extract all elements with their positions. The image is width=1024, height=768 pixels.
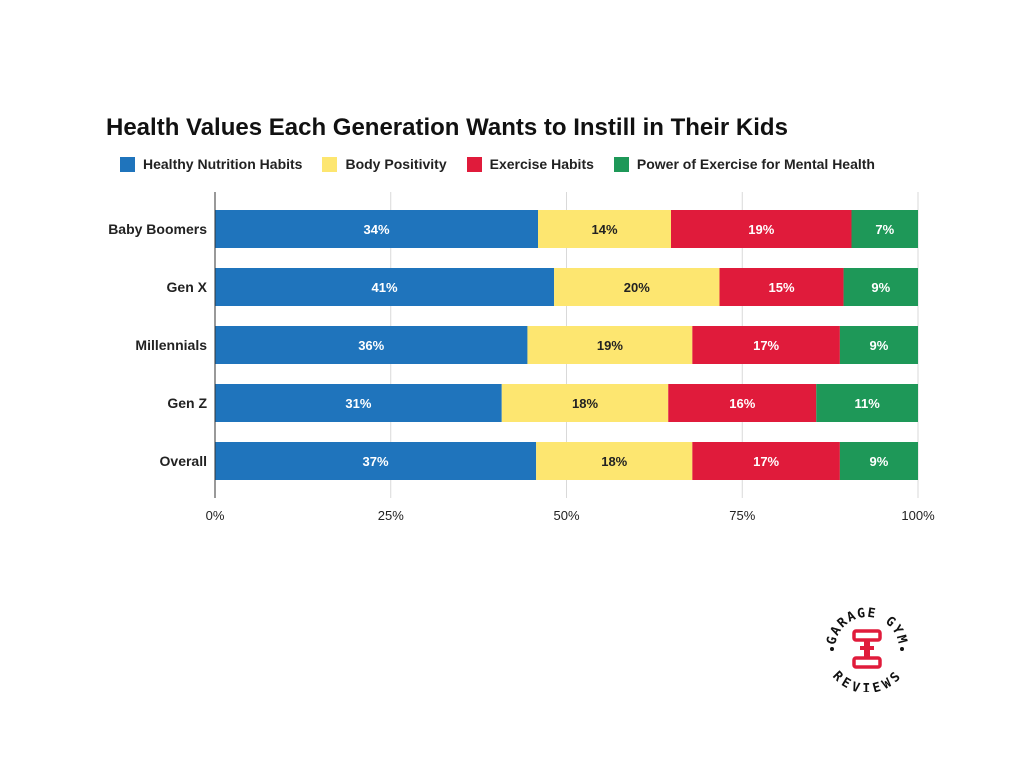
legend-item: Power of Exercise for Mental Health xyxy=(613,156,875,172)
data-label: 19% xyxy=(597,338,623,353)
x-tick-label: 0% xyxy=(206,508,225,523)
data-label: 16% xyxy=(729,396,755,411)
legend-item: Body Positivity xyxy=(322,156,447,172)
data-label: 31% xyxy=(345,396,371,411)
data-label: 9% xyxy=(870,454,889,469)
category-label: Gen Z xyxy=(167,395,207,411)
category-label: Overall xyxy=(160,453,207,469)
category-label: Gen X xyxy=(167,279,208,295)
bar-segment xyxy=(671,210,852,248)
data-label: 20% xyxy=(624,280,650,295)
legend-swatch xyxy=(613,156,629,172)
bar-segment xyxy=(536,442,693,480)
legend-swatch xyxy=(120,156,135,172)
bar-segment xyxy=(215,326,528,364)
x-tick-label: 25% xyxy=(378,508,404,523)
category-label: Baby Boomers xyxy=(108,221,207,237)
garage-gym-reviews-logo: GARAGE GYM REVIEWS xyxy=(824,606,908,692)
data-label: 41% xyxy=(372,280,398,295)
bar-segment xyxy=(816,384,918,422)
legend-label: Power of Exercise for Mental Health xyxy=(636,156,875,172)
legend-label: Exercise Habits xyxy=(489,156,594,172)
bar-segment xyxy=(692,326,840,364)
bar-segment xyxy=(843,268,918,306)
x-tick-label: 75% xyxy=(729,508,755,523)
bar-segment xyxy=(692,442,840,480)
bar-segment xyxy=(527,326,693,364)
legend: Healthy Nutrition Habits Body Positivity E… xyxy=(120,156,895,172)
bar-segment xyxy=(839,326,918,364)
category-label: Millennials xyxy=(135,337,207,353)
legend-item: Exercise Habits xyxy=(466,156,594,172)
data-label: 36% xyxy=(358,338,384,353)
data-label: 34% xyxy=(363,222,389,237)
data-label: 9% xyxy=(871,280,890,295)
x-tick-label: 100% xyxy=(901,508,935,523)
data-label: 17% xyxy=(753,338,779,353)
bar-segment xyxy=(215,210,538,248)
data-label: 15% xyxy=(769,280,795,295)
chart-title: Health Values Each Generation Wants to I… xyxy=(106,114,788,141)
bar-segment xyxy=(215,384,502,422)
bar-segment xyxy=(851,210,918,248)
data-label: 7% xyxy=(875,222,894,237)
bar-segment xyxy=(668,384,817,422)
bar-segment xyxy=(215,268,555,306)
bar-segment xyxy=(554,268,720,306)
bar-segment xyxy=(501,384,669,422)
data-label: 18% xyxy=(601,454,627,469)
data-label: 18% xyxy=(572,396,598,411)
legend-swatch xyxy=(322,156,338,172)
legend-item: Healthy Nutrition Habits xyxy=(120,156,302,172)
logo-text-bottom: REVIEWS xyxy=(829,668,904,692)
legend-label: Body Positivity xyxy=(345,156,447,172)
data-label: 37% xyxy=(363,454,389,469)
data-label: 11% xyxy=(854,396,880,411)
bar-segment xyxy=(839,442,918,480)
data-label: 14% xyxy=(591,222,617,237)
legend-label: Healthy Nutrition Habits xyxy=(143,156,303,172)
x-tick-label: 50% xyxy=(553,508,579,523)
legend-swatch xyxy=(466,156,482,172)
bar-segment xyxy=(215,442,537,480)
data-label: 17% xyxy=(753,454,779,469)
bar-segment xyxy=(538,210,671,248)
data-label: 9% xyxy=(870,338,889,353)
bar-segment xyxy=(719,268,844,306)
dumbbell-icon xyxy=(852,629,882,669)
data-label: 19% xyxy=(748,222,774,237)
